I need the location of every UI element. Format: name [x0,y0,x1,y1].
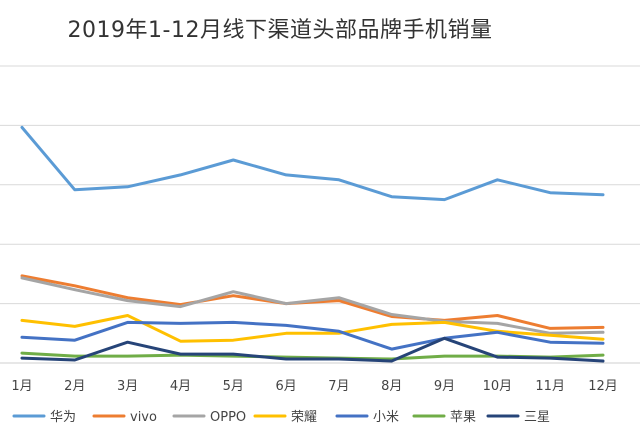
legend: 华为 vivo OPPO 荣耀 小米 苹果 三星 [12,410,550,425]
series-line-6 [20,336,605,363]
chart-title: 2019年1-12月线下渠道头部品牌手机销量 [67,18,493,43]
series-lines [20,125,605,363]
series-line-0 [20,125,605,202]
legend-label: OPPO [210,410,246,425]
x-tick-label: 12月 [588,379,618,394]
x-tick-label: 7月 [328,379,349,394]
series-line-4 [20,320,605,351]
legend-label: 三星 [524,410,550,425]
x-tick-label: 8月 [381,379,402,394]
legend-label: 小米 [373,410,399,425]
x-tick-label: 2月 [64,379,85,394]
x-tick-label: 4月 [170,379,191,394]
gridlines [0,65,640,364]
x-tick-label: 11月 [535,379,565,394]
legend-label: 荣耀 [291,410,317,425]
x-tick-label: 9月 [434,379,455,394]
legend-label: vivo [130,410,157,425]
x-axis-ticks: 1月 2月 3月 4月 5月 6月 7月 8月 9月 10月 11月 12月 [11,379,617,394]
x-tick-label: 5月 [223,379,244,394]
series-line-3 [20,314,605,343]
x-tick-label: 3月 [117,379,138,394]
x-tick-label: 6月 [275,379,296,394]
x-tick-label: 1月 [11,379,32,394]
x-tick-label: 10月 [483,379,513,394]
legend-label: 华为 [50,410,76,425]
legend-label: 苹果 [450,410,476,425]
series-line-2 [20,276,605,335]
